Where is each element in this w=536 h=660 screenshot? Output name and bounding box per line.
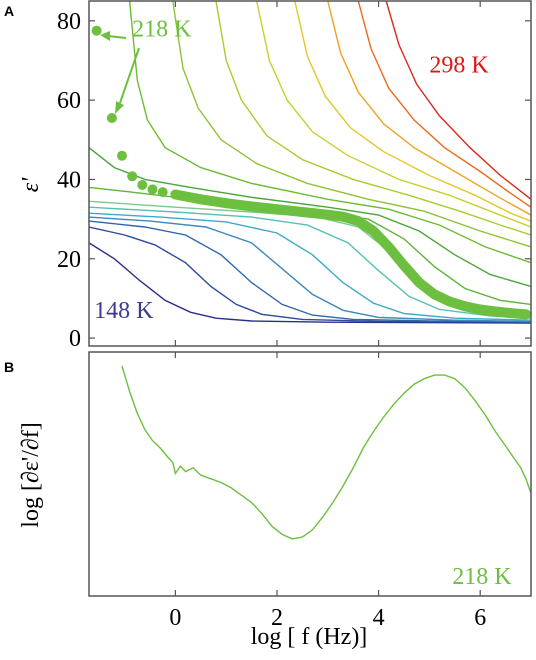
series-line-12 (256, 1, 531, 228)
highlight-point-17 (383, 241, 394, 252)
highlight-point-7 (170, 189, 181, 200)
highlight-point-4 (137, 180, 148, 190)
a-annotation-2: 148 K (94, 298, 154, 324)
b-xtick-label-1: 2 (271, 605, 283, 631)
highlight-point-9 (221, 198, 232, 209)
highlight-point-15 (353, 216, 364, 227)
highlight-point-16 (368, 226, 379, 236)
highlight-point-26 (520, 309, 531, 320)
arrow-head-2 (100, 31, 110, 41)
panel-a-ticks: 0 20 40 60 80 (57, 1, 531, 352)
series-line-10 (172, 1, 531, 248)
highlight-point-25 (505, 308, 516, 319)
a-annotation-0: 218 K (132, 17, 192, 43)
series-line-4 (89, 212, 531, 321)
highlight-point-12 (297, 207, 308, 217)
highlight-point-19 (414, 277, 425, 288)
highlight-point-10 (246, 201, 257, 212)
panel-b-annotations: 218 K (452, 564, 512, 590)
highlight-point-8 (195, 194, 206, 205)
panel-b-plot: 0 2 4 6 218 K log [∂ε'/∂f] log [ f (Hz)] (18, 351, 532, 650)
series-line-14 (327, 1, 531, 216)
a-annotation-1: 298 K (429, 52, 489, 78)
a-ytick-label-1: 20 (57, 247, 81, 273)
highlight-point-22 (460, 301, 470, 312)
arrow-line-2 (107, 35, 127, 39)
highlight-point-0 (91, 25, 102, 36)
series-line-11 (215, 1, 531, 236)
b-annotation-0: 218 K (452, 564, 512, 590)
highlight-point-23 (475, 304, 486, 315)
highlight-point-13 (322, 209, 333, 220)
panel-a-frame (88, 0, 532, 347)
panel-a-annotations: 218 K 298 K 148 K (94, 17, 489, 325)
b-xtick-label-3: 6 (474, 605, 486, 631)
highlight-point-5 (147, 184, 158, 195)
series-line-3 (89, 216, 531, 323)
highlight-point-3 (127, 171, 138, 182)
highlight-point-18 (399, 260, 409, 271)
highlight-point-6 (157, 187, 168, 198)
panel-a-letter: A (4, 3, 14, 19)
highlight-series-line (170, 189, 531, 320)
highlight-point-2 (117, 150, 127, 161)
panel-a-highlight-points (91, 25, 531, 320)
series-line-9 (128, 1, 531, 264)
label-arrows (100, 31, 140, 114)
highlight-point-21 (444, 296, 455, 307)
highlight-point-14 (338, 211, 348, 222)
panel-b-frame (88, 351, 532, 597)
highlight-point-20 (429, 289, 440, 300)
panel-b-xlabel: log [ f (Hz)] (251, 624, 368, 650)
series-line-5 (89, 206, 531, 319)
series-line-1 (89, 226, 531, 323)
panel-a-plot: 0 20 40 60 80 218 K 298 K 148 K ε' (18, 0, 532, 352)
panel-a-ylabel: ε' (18, 177, 44, 192)
panel-b-ticks: 0 2 4 6 (169, 352, 486, 631)
series-line-6 (89, 200, 531, 315)
a-ytick-label-0: 0 (69, 326, 81, 352)
series-line-13 (294, 1, 531, 222)
b-xtick-label-0: 0 (169, 605, 181, 631)
panel-b-series-group (121, 365, 531, 540)
b-series-line-0 (121, 365, 531, 540)
series-line-15 (357, 1, 531, 208)
a-ytick-label-3: 60 (57, 88, 81, 114)
a-ytick-label-2: 40 (57, 167, 81, 193)
b-xtick-label-2: 4 (373, 605, 385, 631)
panel-b-letter: B (4, 359, 14, 375)
arrow-head-1 (115, 101, 124, 114)
arrow-line-1 (119, 47, 140, 104)
panel-a-series-group (89, 1, 531, 324)
series-line-0 (89, 242, 531, 324)
series-line-16 (385, 1, 531, 200)
highlight-point-24 (490, 306, 501, 317)
series-line-7 (89, 186, 531, 306)
highlight-point-1 (106, 113, 117, 123)
series-line-2 (89, 220, 531, 323)
panel-b-ylabel: log [∂ε'/∂f] (18, 422, 44, 527)
highlight-point-11 (272, 204, 282, 215)
a-ytick-label-4: 80 (57, 9, 81, 35)
